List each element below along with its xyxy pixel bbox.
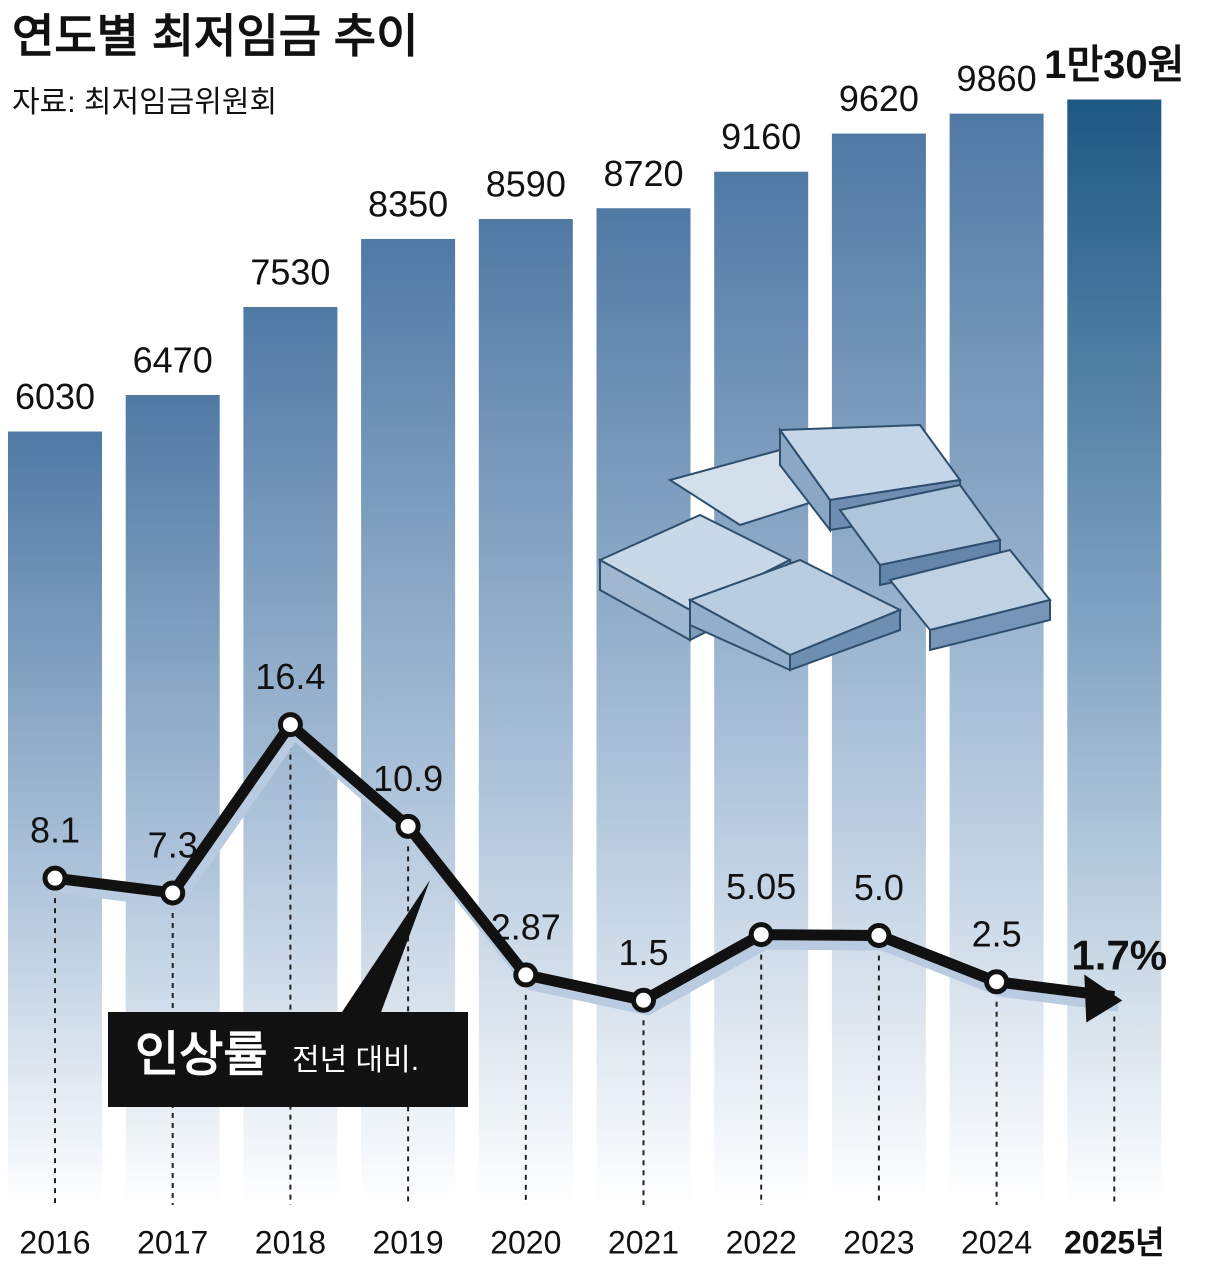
line-point [748,922,774,948]
x-tick-label: 2018 [255,1224,326,1260]
line-point [866,923,892,948]
line-value-label: 16.4 [255,656,325,697]
bar [8,431,102,1205]
line-shadow [58,727,1120,1016]
guide-lines [54,744,1116,1205]
bar-value-label: 9620 [839,78,919,119]
line-value-label: 7.3 [148,824,198,865]
x-tick-label: 2024 [961,1224,1032,1260]
line-layer: 8.1 7.3 16.4 10.9 2.87 1.5 5.05 5.0 2.5 1.7% [30,656,1167,1023]
line-value-label: 5.0 [854,867,904,908]
line-value-label: 1.7% [1071,932,1167,979]
line-point [631,987,656,1013]
bar-value-label: 8350 [368,183,448,224]
line-value-label: 10.9 [373,758,443,799]
line-value-label: 8.1 [30,810,80,851]
x-tick-label: 2020 [490,1224,561,1260]
chart-title: 연도별 최저임금 추이 [12,10,418,62]
line-value-label: 2.5 [972,913,1022,954]
line-point [160,880,186,906]
bar-value-label: 1만30원 [1044,43,1184,87]
x-tick-label: 2021 [608,1224,679,1260]
line [54,719,1115,1006]
x-tick-label: 2025년 [1064,1224,1165,1260]
line-value-label: 1.5 [618,932,668,973]
bar [478,219,573,1205]
line-point [984,969,1010,995]
x-tick-label: 2023 [843,1224,914,1260]
line-point [395,813,421,839]
line-value-label: 2.87 [491,906,561,947]
line-value-label: 5.05 [726,866,796,907]
bar-value-label: 9860 [957,58,1037,99]
bar-value-label: 8590 [486,164,566,205]
bar [949,113,1044,1206]
bar-value-label: 6470 [133,340,213,381]
line-point [42,865,68,891]
x-tick-label: 2016 [19,1224,90,1260]
bar-value-label: 7530 [250,252,330,293]
line-point [277,712,303,738]
money-illustration [597,423,1052,672]
bar [714,171,809,1206]
chart-subtitle: 자료: 최저임금위원회 [12,86,277,119]
bar [596,208,691,1206]
line-point [513,962,539,988]
x-tick-label: 2017 [137,1224,208,1260]
callout-label: 인상률 [135,1029,267,1082]
x-tick-label: 2022 [726,1224,797,1260]
callout-pointer [340,880,430,1015]
bar-value-label: 9160 [721,116,801,157]
x-tick-label: 2019 [373,1224,444,1260]
callout-note: 전년 대비. [292,1044,419,1077]
arrow-head [1084,974,1123,1023]
bar-value-label: 6030 [15,376,95,417]
bar [831,133,926,1205]
callout-box [108,1012,468,1107]
bar-value-label: 8720 [603,153,683,194]
